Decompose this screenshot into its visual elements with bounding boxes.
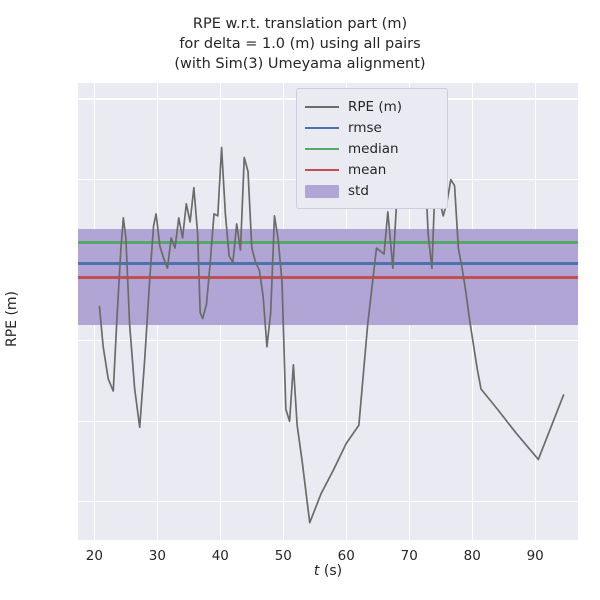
legend-glyph [305, 147, 339, 150]
legend-swatch-std-icon [305, 184, 339, 198]
gridline-horizontal [78, 340, 578, 342]
x-tick-label: 90 [526, 548, 544, 564]
legend-swatch-rpem-icon [305, 100, 339, 114]
y-axis-label: RPE (m) [4, 290, 20, 348]
x-tick-label: 50 [274, 548, 292, 564]
mean-line [78, 275, 578, 279]
legend-label: median [348, 140, 399, 157]
x-tick-label: 40 [211, 548, 229, 564]
x-tick-label: 80 [463, 548, 481, 564]
legend-item[interactable]: median [305, 138, 438, 159]
legend-glyph [305, 126, 339, 129]
legend-swatch-rmse-icon [305, 121, 339, 135]
legend-label: rmse [348, 119, 382, 136]
legend-item[interactable]: RPE (m) [305, 96, 438, 117]
x-axis-label-variable: t [313, 563, 320, 579]
x-tick-label: 70 [400, 548, 418, 564]
legend-swatch-mean-icon [305, 163, 339, 177]
legend-glyph [305, 184, 339, 198]
median-line [78, 241, 578, 245]
x-tick-label: 30 [148, 548, 166, 564]
legend-glyph [305, 105, 339, 108]
legend-label: std [348, 182, 369, 199]
chart-title: RPE w.r.t. translation part (m) for delt… [174, 16, 426, 72]
legend-item[interactable]: std [305, 180, 438, 201]
legend-swatch-median-icon [305, 142, 339, 156]
x-axis-label-unit: (s) [323, 563, 343, 579]
legend-item[interactable]: rmse [305, 117, 438, 138]
legend-label: mean [348, 161, 387, 178]
rmse-line [78, 261, 578, 265]
legend-glyph [305, 168, 339, 171]
gridline-horizontal [78, 501, 578, 503]
x-axis-label: t (s) [78, 563, 578, 579]
x-tick-label: 60 [337, 548, 355, 564]
x-tick-label: 20 [85, 548, 103, 564]
chart-legend: RPE (m) rmse median mean std [296, 88, 448, 209]
gridline-horizontal [78, 420, 578, 422]
legend-label: RPE (m) [348, 98, 403, 115]
legend-item[interactable]: mean [305, 159, 438, 180]
